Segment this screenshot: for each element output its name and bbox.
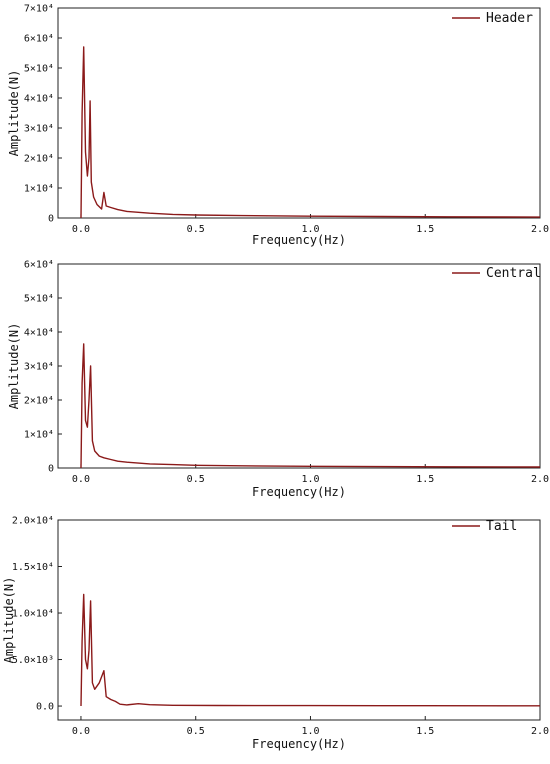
y-axis-label: Amplitude(N) xyxy=(2,577,16,664)
x-tick-label: 1.0 xyxy=(301,726,319,737)
y-tick-label: 1.5×10⁴ xyxy=(12,562,54,573)
y-tick-label: 1×10⁴ xyxy=(24,430,54,441)
x-tick-label: 0.5 xyxy=(187,224,205,235)
y-tick-label: 3×10⁴ xyxy=(24,124,54,135)
x-tick-label: 1.5 xyxy=(416,726,434,737)
chart-header-svg: 0.0 0.5 1.0 1.5 2.0 0 1×10⁴ 2×10⁴ 3×10⁴ 4×10⁴ 5×10… xyxy=(7,4,549,248)
x-tick-label: 0.0 xyxy=(72,224,90,235)
x-tick-label: 1.0 xyxy=(301,474,319,485)
y-axis-label: Amplitude(N) xyxy=(7,323,21,410)
y-tick-label: 0.0 xyxy=(36,702,54,713)
legend-label: Tail xyxy=(486,519,517,534)
x-tick-label: 2.0 xyxy=(531,224,549,235)
y-tick-label: 5.0×10³ xyxy=(12,655,54,666)
chart-panel-central: 0.0 0.5 1.0 1.5 2.0 0 1×10⁴ 2×10⁴ 3×10⁴ 4×10⁴ 5×10… xyxy=(0,254,550,508)
legend-label: Central xyxy=(486,266,541,281)
x-axis-label: Frequency(Hz) xyxy=(252,233,346,247)
y-tick-label: 2×10⁴ xyxy=(24,154,54,165)
x-tick-label: 0.5 xyxy=(187,474,205,485)
x-tick-label: 0.5 xyxy=(187,726,205,737)
series-line-central xyxy=(80,343,541,469)
series-line-tail xyxy=(80,593,541,707)
y-tick-label: 4×10⁴ xyxy=(24,328,54,339)
legend-label: Header xyxy=(486,11,533,26)
series-line-header xyxy=(80,46,541,219)
y-tick-label: 4×10⁴ xyxy=(24,94,54,105)
x-tick-label: 2.0 xyxy=(531,726,549,737)
y-tick-label: 2×10⁴ xyxy=(24,396,54,407)
chart-tail-svg: 0.0 0.5 1.0 1.5 2.0 0.0 5.0×10³ 1.0×10⁴ 1.5×10⁴ 2… xyxy=(2,516,549,752)
y-tick-label: 0 xyxy=(48,214,54,225)
x-tick-label: 0.0 xyxy=(72,474,90,485)
x-tick-label: 1.5 xyxy=(416,474,434,485)
y-tick-label: 5×10⁴ xyxy=(24,294,54,305)
x-axis-label: Frequency(Hz) xyxy=(252,485,346,499)
x-tick-label: 1.0 xyxy=(301,224,319,235)
y-tick-label: 5×10⁴ xyxy=(24,64,54,75)
y-tick-label: 1×10⁴ xyxy=(24,184,54,195)
chart-central-svg: 0.0 0.5 1.0 1.5 2.0 0 1×10⁴ 2×10⁴ 3×10⁴ 4×10⁴ 5×10… xyxy=(7,260,549,500)
x-tick-label: 1.5 xyxy=(416,224,434,235)
y-tick-label: 3×10⁴ xyxy=(24,362,54,373)
y-axis-label: Amplitude(N) xyxy=(7,70,21,157)
y-tick-label: 6×10⁴ xyxy=(24,34,54,45)
y-tick-label: 1.0×10⁴ xyxy=(12,609,54,620)
y-tick-label: 0 xyxy=(48,464,54,475)
y-tick-label: 6×10⁴ xyxy=(24,260,54,271)
y-tick-label: 7×10⁴ xyxy=(24,4,54,15)
plot-frame xyxy=(57,519,541,721)
plot-frame xyxy=(57,7,541,219)
plot-frame xyxy=(57,263,541,469)
x-tick-label: 2.0 xyxy=(531,474,549,485)
y-tick-label: 2.0×10⁴ xyxy=(12,516,54,527)
chart-panel-header: 0.0 0.5 1.0 1.5 2.0 0 1×10⁴ 2×10⁴ 3×10⁴ 4×10⁴ 5×10… xyxy=(0,0,550,252)
chart-panel-tail: 0.0 0.5 1.0 1.5 2.0 0.0 5.0×10³ 1.0×10⁴ 1.5×10⁴ 2… xyxy=(0,508,550,760)
x-tick-label: 0.0 xyxy=(72,726,90,737)
x-axis-label: Frequency(Hz) xyxy=(252,737,346,751)
